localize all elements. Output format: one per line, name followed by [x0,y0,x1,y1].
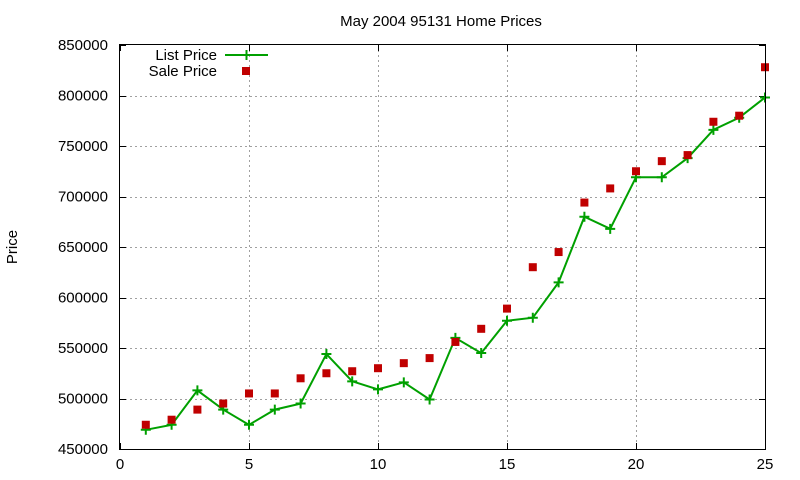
grid [120,45,765,449]
y-tick-label: 700000 [58,189,108,206]
legend-marker-sale-price [242,67,250,75]
sale-price-point [193,405,202,414]
y-tick-label: 600000 [58,290,108,307]
sale-price-point [477,324,486,333]
sale-price-point [167,415,176,424]
sale-price-point [657,157,666,166]
list-price-point [347,376,358,387]
legend-label-list-price: List Price [155,47,217,64]
sale-price-point [554,248,563,257]
list-price-point [708,124,719,135]
list-price-point [553,277,564,288]
y-tick-label: 850000 [58,37,108,54]
sale-price-point [683,151,692,160]
list-price-point [373,384,383,395]
sale-price-point [296,374,305,383]
sale-price-point [709,117,718,126]
sale-price-point [245,389,253,398]
sale-price-point [451,337,460,346]
series-sale-price [141,63,769,429]
y-tick-label: 750000 [58,138,108,155]
sale-price-point [374,364,382,373]
list-price-point [527,312,538,323]
sale-price-point [632,167,640,176]
list-price-line [145,96,766,431]
sale-price-point [348,367,357,376]
list-price-point [192,385,203,396]
y-tick-label: 500000 [58,391,108,408]
chart-title: May 2004 95131 Home Prices [340,13,542,30]
y-tick-label: 650000 [58,239,108,256]
x-tick-label: 0 [116,456,124,473]
sale-price-point [528,263,537,272]
x-tick-label: 5 [245,456,253,473]
series-layer [140,63,770,435]
sale-price-point [425,354,434,363]
sale-price-point [606,184,615,193]
y-axis-label: Price [4,230,21,264]
sale-price-point [270,389,279,398]
list-price-point [244,419,254,430]
list-price-point [321,349,332,360]
y-tick-label: 800000 [58,88,108,105]
list-price-point [502,315,512,326]
list-price-point [398,377,409,388]
list-price-point [656,172,667,183]
list-price-point [476,348,487,359]
x-tick-label: 15 [499,456,516,473]
y-tick-label: 550000 [58,340,108,357]
sale-price-point [141,420,150,429]
series-list-price [140,92,770,435]
list-price-point [424,394,435,405]
sale-price-point [399,359,408,368]
legend-marker-list-price [241,50,252,60]
sale-price-point [735,111,744,120]
list-price-point [605,223,616,234]
list-price-point [295,398,306,409]
y-tick-label: 450000 [58,441,108,458]
x-tick-label: 20 [628,456,645,473]
sale-price-point [219,399,228,408]
sale-price-point [580,198,589,207]
x-tick-label: 10 [370,456,387,473]
legend-label-sale-price: Sale Price [149,63,217,80]
list-price-point [579,211,590,222]
x-tick-label: 25 [757,456,774,473]
axis-ticks: 0 5 10 15 20 25 450000 500000 550000 600000 650000… [58,37,773,473]
list-price-point [269,404,280,415]
plot-frame [119,44,766,450]
legend: List Price Sale Price [149,47,268,80]
sale-price-point [503,304,511,313]
sale-price-point [322,369,331,378]
